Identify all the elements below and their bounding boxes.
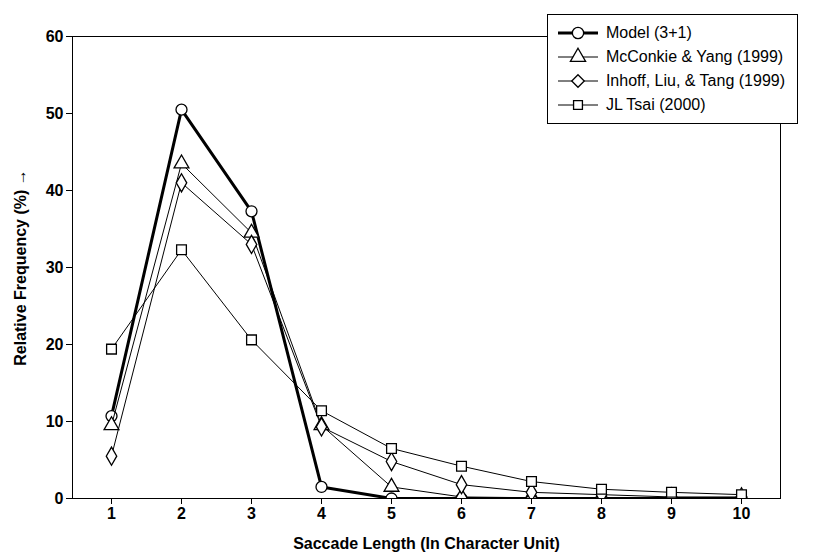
svg-text:7: 7 (527, 505, 536, 522)
svg-text:10: 10 (733, 505, 751, 522)
svg-text:5: 5 (387, 505, 396, 522)
html-text:JL Tsai (2000): JL Tsai (2000) (605, 96, 706, 113)
html-text:Model (3+1): Model (3+1) (605, 24, 692, 41)
svg-text:40: 40 (46, 182, 64, 199)
svg-text:2: 2 (177, 505, 186, 522)
svg-text:Relative Frequency (%) →: Relative Frequency (%) → (12, 169, 29, 366)
svg-text:4: 4 (317, 505, 326, 522)
svg-text:3: 3 (247, 505, 256, 522)
svg-text:10: 10 (46, 413, 64, 430)
svg-text:8: 8 (597, 505, 606, 522)
svg-text:Saccade Length (In Character U: Saccade Length (In Character Unit) (293, 535, 560, 552)
svg-text:20: 20 (46, 336, 64, 353)
svg-text:1: 1 (107, 505, 116, 522)
svg-text:6: 6 (457, 505, 466, 522)
html-text:Inhoff, Liu, & Tang (1999): Inhoff, Liu, & Tang (1999) (605, 72, 785, 89)
svg-text:30: 30 (46, 259, 64, 276)
svg-text:50: 50 (46, 105, 64, 122)
svg-text:0: 0 (55, 490, 64, 507)
svg-text:60: 60 (46, 28, 64, 45)
svg-text:9: 9 (667, 505, 676, 522)
html-text:McConkie & Yang (1999): McConkie & Yang (1999) (605, 48, 784, 65)
